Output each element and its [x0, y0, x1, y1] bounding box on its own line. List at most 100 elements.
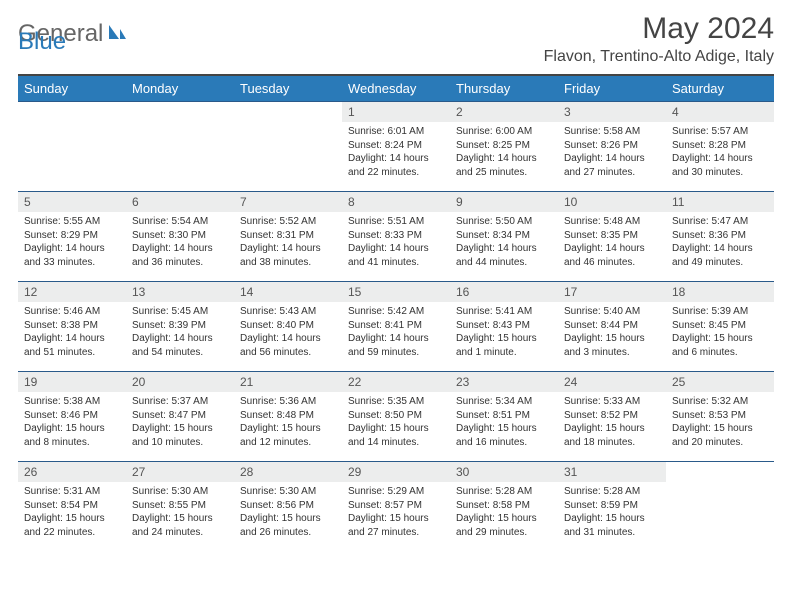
day-details: Sunrise: 5:41 AMSunset: 8:43 PMDaylight:… [450, 302, 558, 363]
sunrise-text: Sunrise: 5:50 AM [456, 215, 552, 229]
sunrise-text: Sunrise: 6:00 AM [456, 125, 552, 139]
daylight-text: Daylight: 15 hours and 14 minutes. [348, 422, 444, 449]
calendar-cell [666, 462, 774, 552]
day-number: 25 [666, 372, 774, 392]
day-details: Sunrise: 5:40 AMSunset: 8:44 PMDaylight:… [558, 302, 666, 363]
daylight-text: Daylight: 14 hours and 49 minutes. [672, 242, 768, 269]
day-number: 29 [342, 462, 450, 482]
day-number: 24 [558, 372, 666, 392]
calendar-cell: 2Sunrise: 6:00 AMSunset: 8:25 PMDaylight… [450, 102, 558, 192]
day-details: Sunrise: 5:36 AMSunset: 8:48 PMDaylight:… [234, 392, 342, 453]
calendar-week-row: 1Sunrise: 6:01 AMSunset: 8:24 PMDaylight… [18, 102, 774, 192]
day-details: Sunrise: 5:33 AMSunset: 8:52 PMDaylight:… [558, 392, 666, 453]
sunset-text: Sunset: 8:56 PM [240, 499, 336, 513]
day-details: Sunrise: 5:30 AMSunset: 8:56 PMDaylight:… [234, 482, 342, 543]
sunset-text: Sunset: 8:51 PM [456, 409, 552, 423]
sunrise-text: Sunrise: 5:42 AM [348, 305, 444, 319]
sunrise-text: Sunrise: 5:28 AM [564, 485, 660, 499]
day-number: 10 [558, 192, 666, 212]
sunset-text: Sunset: 8:53 PM [672, 409, 768, 423]
sunrise-text: Sunrise: 5:30 AM [132, 485, 228, 499]
sunrise-text: Sunrise: 5:51 AM [348, 215, 444, 229]
day-details: Sunrise: 5:47 AMSunset: 8:36 PMDaylight:… [666, 212, 774, 273]
calendar-cell: 9Sunrise: 5:50 AMSunset: 8:34 PMDaylight… [450, 192, 558, 282]
calendar-cell: 4Sunrise: 5:57 AMSunset: 8:28 PMDaylight… [666, 102, 774, 192]
calendar-cell: 20Sunrise: 5:37 AMSunset: 8:47 PMDayligh… [126, 372, 234, 462]
day-number: 19 [18, 372, 126, 392]
day-header: Monday [126, 76, 234, 102]
calendar-cell: 21Sunrise: 5:36 AMSunset: 8:48 PMDayligh… [234, 372, 342, 462]
calendar-week-row: 12Sunrise: 5:46 AMSunset: 8:38 PMDayligh… [18, 282, 774, 372]
day-header: Sunday [18, 76, 126, 102]
daylight-text: Daylight: 15 hours and 1 minute. [456, 332, 552, 359]
calendar-cell: 25Sunrise: 5:32 AMSunset: 8:53 PMDayligh… [666, 372, 774, 462]
sunset-text: Sunset: 8:57 PM [348, 499, 444, 513]
sunrise-text: Sunrise: 5:30 AM [240, 485, 336, 499]
sunrise-text: Sunrise: 5:33 AM [564, 395, 660, 409]
calendar-cell: 29Sunrise: 5:29 AMSunset: 8:57 PMDayligh… [342, 462, 450, 552]
daylight-text: Daylight: 14 hours and 41 minutes. [348, 242, 444, 269]
day-number: 30 [450, 462, 558, 482]
sunrise-text: Sunrise: 5:46 AM [24, 305, 120, 319]
sunset-text: Sunset: 8:38 PM [24, 319, 120, 333]
sunrise-text: Sunrise: 5:58 AM [564, 125, 660, 139]
sunset-text: Sunset: 8:41 PM [348, 319, 444, 333]
daylight-text: Daylight: 14 hours and 38 minutes. [240, 242, 336, 269]
sunrise-text: Sunrise: 5:47 AM [672, 215, 768, 229]
day-details: Sunrise: 6:01 AMSunset: 8:24 PMDaylight:… [342, 122, 450, 183]
daylight-text: Daylight: 14 hours and 56 minutes. [240, 332, 336, 359]
calendar-cell: 30 Sunrise: 5:28 AMSunset: 8:58 PMDayligh… [450, 462, 558, 552]
day-details: Sunrise: 5:42 AMSunset: 8:41 PMDaylight:… [342, 302, 450, 363]
day-number: 28 [234, 462, 342, 482]
calendar-cell: 19Sunrise: 5:38 AMSunset: 8:46 PMDayligh… [18, 372, 126, 462]
daylight-text: Daylight: 15 hours and 29 minutes. [456, 512, 552, 539]
day-details: Sunrise: 5:29 AMSunset: 8:57 PMDaylight:… [342, 482, 450, 543]
sunset-text: Sunset: 8:28 PM [672, 139, 768, 153]
sunset-text: Sunset: 8:40 PM [240, 319, 336, 333]
calendar-cell: 15Sunrise: 5:42 AMSunset: 8:41 PMDayligh… [342, 282, 450, 372]
sunset-text: Sunset: 8:44 PM [564, 319, 660, 333]
daylight-text: Daylight: 14 hours and 46 minutes. [564, 242, 660, 269]
sunset-text: Sunset: 8:50 PM [348, 409, 444, 423]
calendar-cell: 6Sunrise: 5:54 AMSunset: 8:30 PMDaylight… [126, 192, 234, 282]
calendar-body: 1Sunrise: 6:01 AMSunset: 8:24 PMDaylight… [18, 102, 774, 552]
calendar-cell: 26Sunrise: 5:31 AMSunset: 8:54 PMDayligh… [18, 462, 126, 552]
day-number: 1 [342, 102, 450, 122]
daylight-text: Daylight: 15 hours and 3 minutes. [564, 332, 660, 359]
calendar-week-row: 26Sunrise: 5:31 AMSunset: 8:54 PMDayligh… [18, 462, 774, 552]
calendar-cell: 28Sunrise: 5:30 AMSunset: 8:56 PMDayligh… [234, 462, 342, 552]
sunset-text: Sunset: 8:58 PM [456, 499, 552, 513]
day-number [18, 102, 126, 122]
calendar-cell: 23Sunrise: 5:34 AMSunset: 8:51 PMDayligh… [450, 372, 558, 462]
daylight-text: Daylight: 14 hours and 22 minutes. [348, 152, 444, 179]
day-details: Sunrise: 5:55 AMSunset: 8:29 PMDaylight:… [18, 212, 126, 273]
calendar-week-row: 5Sunrise: 5:55 AMSunset: 8:29 PMDaylight… [18, 192, 774, 282]
day-header: Saturday [666, 76, 774, 102]
day-header: Tuesday [234, 76, 342, 102]
sunrise-text: Sunrise: 5:57 AM [672, 125, 768, 139]
calendar-cell: 8Sunrise: 5:51 AMSunset: 8:33 PMDaylight… [342, 192, 450, 282]
day-number: 12 [18, 282, 126, 302]
daylight-text: Daylight: 15 hours and 8 minutes. [24, 422, 120, 449]
sunrise-text: Sunrise: 5:55 AM [24, 215, 120, 229]
day-details: Sunrise: 5:43 AMSunset: 8:40 PMDaylight:… [234, 302, 342, 363]
day-number: 22 [342, 372, 450, 392]
sunset-text: Sunset: 8:30 PM [132, 229, 228, 243]
day-details: Sunrise: 5:48 AMSunset: 8:35 PMDaylight:… [558, 212, 666, 273]
day-number: 5 [18, 192, 126, 212]
calendar-cell: 13Sunrise: 5:45 AMSunset: 8:39 PMDayligh… [126, 282, 234, 372]
sunset-text: Sunset: 8:59 PM [564, 499, 660, 513]
calendar-cell [234, 102, 342, 192]
daylight-text: Daylight: 14 hours and 51 minutes. [24, 332, 120, 359]
sunset-text: Sunset: 8:26 PM [564, 139, 660, 153]
day-details: Sunrise: 5:54 AMSunset: 8:30 PMDaylight:… [126, 212, 234, 273]
sunrise-text: Sunrise: 5:28 AM [456, 485, 552, 499]
sunrise-text: Sunrise: 5:29 AM [348, 485, 444, 499]
sunset-text: Sunset: 8:25 PM [456, 139, 552, 153]
sunset-text: Sunset: 8:33 PM [348, 229, 444, 243]
sunset-text: Sunset: 8:36 PM [672, 229, 768, 243]
day-number: 31 [558, 462, 666, 482]
day-details: Sunrise: 5:50 AMSunset: 8:34 PMDaylight:… [450, 212, 558, 273]
day-number: 14 [234, 282, 342, 302]
sunset-text: Sunset: 8:52 PM [564, 409, 660, 423]
